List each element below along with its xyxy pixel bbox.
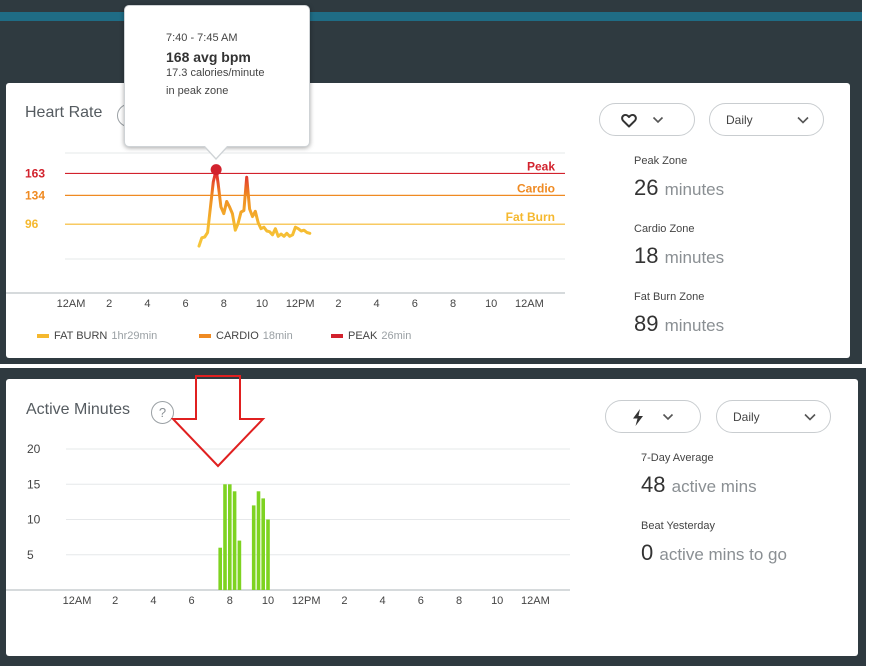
lightning-icon (633, 409, 643, 426)
legend-swatch (331, 334, 343, 338)
peak-zone-value: 26 minutes (634, 175, 725, 200)
zone-value-0: 163 (25, 166, 45, 180)
tooltip-arrow (205, 146, 227, 158)
cardio-zone-label: Cardio Zone (634, 223, 695, 235)
x-tick-label: 2 (106, 298, 112, 310)
x-tick-label: 12AM (521, 595, 550, 607)
x-tick-label: 4 (374, 298, 380, 310)
x-tick-label: 4 (150, 595, 156, 607)
x-tick-label: 4 (144, 298, 150, 310)
seven-day-average-value: 48 active mins (641, 472, 757, 497)
legend-swatch (199, 334, 211, 338)
zone-name-1: Cardio (517, 181, 555, 195)
x-tick-label: 2 (112, 595, 118, 607)
y-tick-label: 20 (27, 442, 41, 456)
active-minutes-bar (228, 484, 232, 591)
chevron-down-icon (804, 413, 816, 421)
x-tick-label: 10 (256, 298, 268, 310)
active-minutes-bar (232, 491, 237, 590)
fat-burn-zone-label: Fat Burn Zone (634, 291, 705, 303)
active-minutes-bar (223, 484, 227, 591)
x-tick-label: 6 (189, 595, 195, 607)
active-minutes-bar (266, 519, 270, 590)
x-tick-label: 6 (412, 298, 418, 310)
tooltip-time: 7:40 - 7:45 AM (166, 32, 238, 44)
x-tick-label: 12AM (515, 298, 544, 310)
x-tick-label: 8 (456, 595, 462, 607)
active-minutes-period-label: Daily (733, 409, 760, 424)
x-tick-label: 12PM (286, 298, 315, 310)
active-minutes-title: Active Minutes (26, 401, 131, 418)
zone-value-2: 96 (25, 217, 39, 231)
legend-cardio: CARDIO 18min (199, 330, 293, 342)
active-minutes-bar (251, 505, 256, 590)
chevron-down-icon (797, 116, 809, 124)
legend-fat-burn: FAT BURN 1hr29min (37, 330, 157, 342)
x-tick-label: 10 (485, 298, 497, 310)
heart-rate-period-label: Daily (726, 112, 753, 127)
active-minutes-bar (256, 491, 261, 590)
tooltip-zone: in peak zone (166, 85, 229, 97)
x-tick-label: 10 (491, 595, 503, 607)
x-tick-label: 4 (380, 595, 386, 607)
active-minutes-period-dropdown[interactable]: Daily (716, 400, 831, 433)
x-tick-label: 12PM (292, 595, 321, 607)
y-tick-label: 10 (27, 513, 41, 527)
x-tick-label: 12AM (57, 298, 86, 310)
heart-rate-chart: 163 Peak 134 Cardio 96 Fat Burn 12AM 2 4 6 8 10 12P… (6, 152, 565, 310)
active-minutes-card: Active Minutes ? Daily 7-Day Average 48 … (6, 379, 858, 656)
annotation-arrow (170, 375, 266, 468)
active-minutes-bar (261, 498, 265, 590)
heart-rate-title: Heart Rate (25, 104, 103, 121)
chevron-down-icon (652, 116, 664, 124)
x-tick-label: 8 (221, 298, 227, 310)
active-minutes-help-button[interactable]: ? (151, 401, 174, 424)
peak-zone-label: Peak Zone (634, 155, 688, 167)
tooltip-bpm: 168 avg bpm (166, 49, 251, 65)
legend-peak: PEAK 26min (331, 330, 411, 342)
heart-rate-period-dropdown[interactable]: Daily (709, 103, 824, 136)
heart-rate-series-line (197, 168, 312, 248)
x-tick-label: 2 (335, 298, 341, 310)
zone-name-2: Fat Burn (506, 210, 555, 224)
zone-value-1: 134 (25, 188, 45, 202)
fat-burn-zone-value: 89 minutes (634, 311, 725, 336)
top-bar (0, 12, 862, 21)
chevron-down-icon (662, 413, 674, 421)
cardio-zone-value: 18 minutes (634, 243, 725, 268)
legend-swatch (37, 334, 49, 338)
x-tick-label: 12AM (63, 595, 92, 607)
heart-rate-tooltip: 7:40 - 7:45 AM 168 avg bpm 17.3 calories… (124, 5, 310, 160)
x-tick-label: 10 (262, 595, 274, 607)
x-tick-label: 6 (418, 595, 424, 607)
active-minutes-bar (237, 540, 242, 590)
x-tick-label: 6 (183, 298, 189, 310)
zone-name-0: Peak (527, 159, 555, 173)
seven-day-average-label: 7-Day Average (641, 452, 714, 464)
x-tick-label: 8 (227, 595, 233, 607)
active-minutes-metric-dropdown[interactable] (605, 400, 701, 433)
tooltip-calories: 17.3 calories/minute (166, 67, 265, 79)
x-tick-label: 8 (450, 298, 456, 310)
beat-yesterday-label: Beat Yesterday (641, 520, 716, 532)
heart-rate-metric-dropdown[interactable] (599, 103, 695, 136)
y-tick-label: 15 (27, 477, 41, 491)
heart-icon (621, 114, 637, 128)
active-minutes-bar (218, 547, 222, 590)
beat-yesterday-value: 0 active mins to go (641, 540, 787, 565)
x-tick-label: 2 (341, 595, 347, 607)
y-tick-label: 5 (27, 548, 34, 562)
highlight-point[interactable] (210, 164, 222, 176)
